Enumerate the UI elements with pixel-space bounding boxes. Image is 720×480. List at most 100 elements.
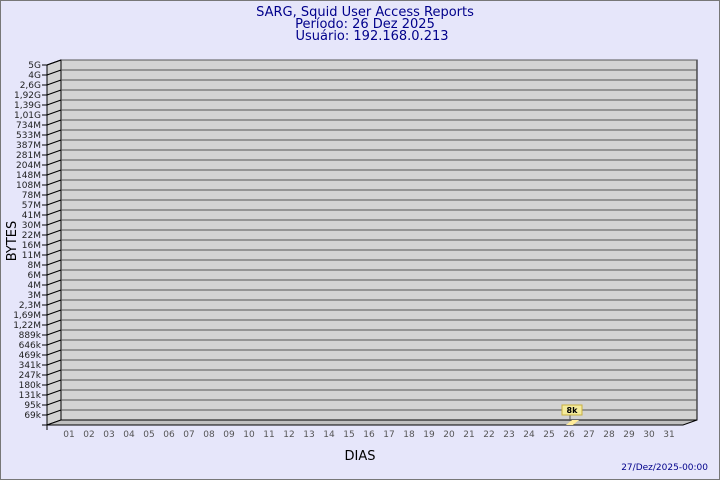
grid-slant [46, 59, 62, 66]
y-tick-label: 341k [19, 361, 42, 371]
x-tick-label: 11 [263, 430, 274, 440]
grid-slant [46, 169, 62, 176]
footer-timestamp: 27/Dez/2025-00:00 [621, 463, 708, 473]
y-tick-label: 5G [28, 61, 41, 71]
bar-data-label: 8k [567, 406, 579, 415]
grid-slant [46, 389, 62, 396]
x-tick-label: 05 [143, 430, 154, 440]
y-tick-label: 6M [28, 271, 42, 281]
x-tick-label: 29 [623, 430, 635, 440]
y-tick-label: 95k [24, 401, 41, 411]
x-tick-label: 06 [163, 430, 175, 440]
grid-slant [46, 159, 62, 166]
x-tick-label: 08 [203, 430, 215, 440]
grid-slant [46, 179, 62, 186]
bar [566, 420, 579, 425]
y-tick-label: 1,01G [14, 111, 41, 121]
y-tick-label: 204M [16, 161, 41, 171]
grid-slant [46, 369, 62, 376]
grid-slant [46, 379, 62, 386]
x-tick-label: 04 [123, 430, 135, 440]
x-tick-label: 18 [403, 430, 415, 440]
y-tick-label: 16M [22, 241, 41, 251]
x-tick-label: 13 [303, 430, 314, 440]
chart-subtitle-period: Período: 26 Dez 2025 [295, 17, 435, 32]
y-tick-label: 22M [22, 231, 41, 241]
grid-slant [46, 299, 62, 306]
grid-slant [46, 129, 62, 136]
x-tick-label: 22 [483, 430, 494, 440]
chart-title: SARG, Squid User Access Reports [256, 5, 474, 20]
y-tick-label: 8M [28, 261, 42, 271]
grid-slant [46, 199, 62, 206]
x-tick-label: 20 [443, 430, 455, 440]
y-tick-label: 11M [22, 251, 41, 261]
grid-slant [46, 109, 62, 116]
x-tick-label: 17 [383, 430, 394, 440]
x-tick-label: 19 [423, 430, 435, 440]
y-tick-label: 734M [16, 121, 41, 131]
y-tick-label: 4M [28, 281, 42, 291]
y-tick-label: 889k [19, 331, 42, 341]
x-tick-label: 21 [463, 430, 474, 440]
x-tick-label: 31 [663, 430, 674, 440]
y-tick-label: 469k [19, 351, 42, 361]
grid-slant [46, 219, 62, 226]
y-tick-label: 78M [22, 191, 41, 201]
y-tick-label: 108M [16, 181, 41, 191]
grid-slant [46, 69, 62, 76]
y-tick-label: 247k [19, 371, 42, 381]
y-tick-label: 646k [19, 341, 42, 351]
grid-slant [46, 339, 62, 346]
x-tick-label: 27 [583, 430, 594, 440]
grid-slant [46, 349, 62, 356]
x-tick-label: 28 [603, 430, 615, 440]
x-axis-label: DIAS [345, 449, 376, 464]
grid-slant [46, 289, 62, 296]
x-tick-label: 12 [283, 430, 294, 440]
y-tick-label: 69k [24, 411, 41, 421]
grid-slant [46, 259, 62, 266]
y-tick-label: 3M [28, 291, 42, 301]
y-tick-label: 281M [16, 151, 41, 161]
x-tick-label: 10 [243, 430, 255, 440]
plot-floor [46, 419, 698, 426]
grid-slant [46, 89, 62, 96]
grid-slant [46, 409, 62, 416]
grid-slant [46, 139, 62, 146]
y-tick-label: 131k [19, 391, 42, 401]
grid-slant [46, 359, 62, 366]
x-tick-label: 15 [343, 430, 354, 440]
grid-slant [46, 229, 62, 236]
x-tick-label: 03 [103, 430, 114, 440]
grid-slant [46, 249, 62, 256]
y-tick-label: 1,92G [14, 91, 41, 101]
bar-label-box [561, 404, 583, 416]
y-tick-label: 1,39G [14, 101, 41, 111]
x-tick-label: 02 [83, 430, 94, 440]
grid-slant [46, 319, 62, 326]
y-tick-label: 2,3M [19, 301, 41, 311]
y-tick-label: 1,69M [13, 311, 41, 321]
y-tick-label: 180k [19, 381, 42, 391]
y-tick-label: 57M [22, 201, 41, 211]
x-tick-label: 24 [523, 430, 535, 440]
grid-slant [46, 309, 62, 316]
chart-subtitle-user: Usuário: 192.168.0.213 [295, 29, 448, 44]
y-tick-label: 387M [16, 141, 41, 151]
y-tick-label: 30M [22, 221, 41, 231]
x-tick-label: 25 [543, 430, 554, 440]
grid-slant [46, 209, 62, 216]
grid-slant [46, 119, 62, 126]
grid-slant [46, 269, 62, 276]
x-tick-label: 07 [183, 430, 194, 440]
y-axis-label: BYTES [5, 221, 20, 262]
y-tick-label: 4G [28, 71, 41, 81]
grid-slant [46, 79, 62, 86]
grid-slant [46, 329, 62, 336]
x-tick-label: 26 [563, 430, 575, 440]
x-tick-label: 30 [643, 430, 655, 440]
y-tick-label: 533M [16, 131, 41, 141]
x-tick-label: 16 [363, 430, 375, 440]
